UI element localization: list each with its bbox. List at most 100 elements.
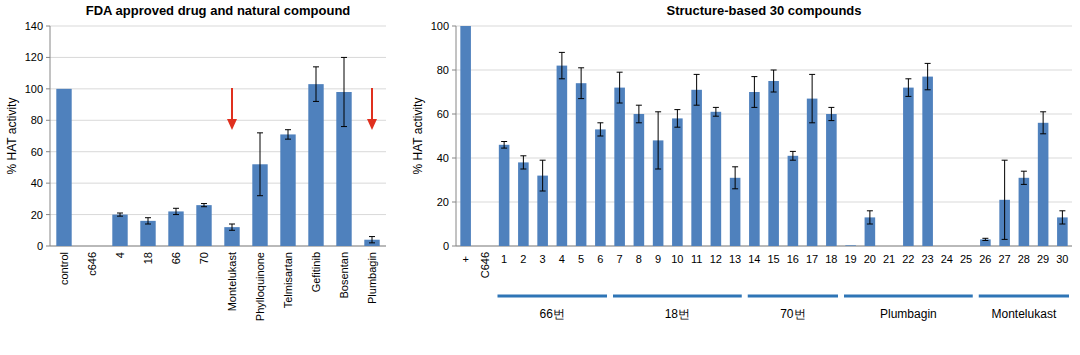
x-tick-label: 23 [922,253,934,265]
error-cap [285,129,291,130]
arrow-shaft [231,88,233,122]
y-axis-title: % HAT activity [5,98,19,175]
y-tick-label: 100 [431,20,449,32]
error-bar [1059,211,1065,224]
bar [711,112,722,246]
error-bar [617,72,623,103]
error-cap [201,206,207,207]
y-tick [46,120,50,121]
grid-line [50,214,386,215]
x-tick-label: 26 [979,253,991,265]
error-line [316,67,317,102]
grid-line [456,26,1072,27]
x-tick-label: 4 [559,253,565,265]
y-tick-label: 20 [437,196,449,208]
x-tick-label: 17 [806,253,818,265]
error-cap [229,224,235,225]
error-line [908,79,909,97]
error-cap [1040,133,1046,134]
y-tick-label: 40 [31,177,43,189]
error-cap [1021,171,1027,172]
error-line [504,142,505,149]
error-cap [828,107,834,108]
x-tick-label: 6 [597,253,603,265]
error-cap [559,52,565,53]
bar [308,84,323,246]
error-cap [751,76,757,77]
error-line [869,211,870,224]
error-line [619,72,620,103]
y-tick-label: 140 [25,20,43,32]
error-bar [201,204,207,207]
error-line [176,208,177,214]
error-cap [694,105,700,106]
error-line [1023,171,1024,184]
grid-line [50,183,386,184]
error-cap [790,151,796,152]
error-bar [732,167,738,189]
y-tick-label: 20 [31,209,43,221]
x-tick-label: 1 [501,253,507,265]
error-cap [1002,239,1008,240]
error-line [344,57,345,126]
x-axis [456,246,1072,247]
grid-line [50,246,386,247]
error-cap [313,101,319,102]
arrow-head [227,119,237,130]
y-axis-title: % HAT activity [411,98,425,175]
error-bar [117,213,123,216]
x-tick-label: 21 [883,253,895,265]
error-line [372,237,373,243]
x-tick-label: 12 [710,253,722,265]
error-cap [578,67,584,68]
y-tick [452,70,456,71]
error-cap [617,72,623,73]
error-cap [540,191,546,192]
y-axis [50,26,51,246]
error-cap [771,92,777,93]
y-tick [452,26,456,27]
x-tick-label: 30 [1056,253,1068,265]
error-bar [229,224,235,230]
error-bar [578,68,584,99]
error-cap [559,78,565,79]
x-tick-label: 18 [142,252,154,264]
x-tick-label: Gefitinib [310,252,322,292]
error-cap [655,169,661,170]
error-line [735,167,736,189]
bar [576,83,587,246]
arrow-shaft [371,88,373,122]
error-cap [925,63,931,64]
bar [1019,178,1030,246]
x-tick-label: 70 [198,252,210,264]
group-label: 70번 [780,307,805,321]
error-bar [828,107,834,120]
y-tick-label: 80 [31,114,43,126]
x-tick-label: 14 [748,253,760,265]
x-tick-label: 28 [1018,253,1030,265]
x-tick-label: 16 [787,253,799,265]
bar [691,90,702,246]
y-tick [452,246,456,247]
bar [672,118,683,246]
error-bar [771,70,777,92]
error-cap [257,195,263,196]
x-tick-label: 13 [729,253,741,265]
grid-line [50,57,386,58]
error-line [288,130,289,139]
y-tick [46,214,50,215]
error-cap [771,70,777,71]
error-line [581,68,582,99]
error-cap [713,107,719,108]
group-label: 66번 [540,307,565,321]
error-cap [713,116,719,117]
error-cap [636,122,642,123]
error-bar [809,74,815,122]
y-tick [46,151,50,152]
error-cap [285,139,291,140]
error-bar [905,79,911,97]
error-cap [867,210,873,211]
grid-line [456,202,1072,203]
error-bar [674,110,680,128]
marks [460,26,1067,246]
